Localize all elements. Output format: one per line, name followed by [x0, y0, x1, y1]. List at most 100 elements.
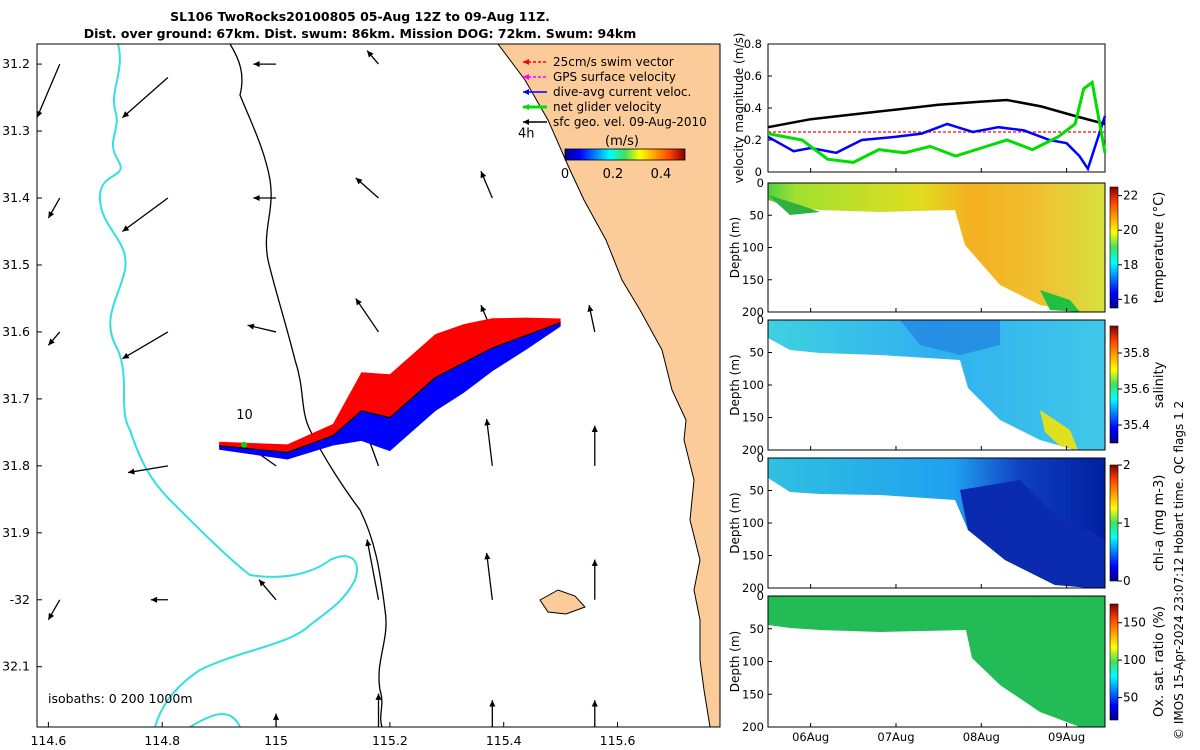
map-axes-frame: [36, 43, 721, 728]
depth-tick-label: 200: [742, 720, 764, 734]
depth-tick-label: 50: [749, 346, 764, 360]
depth-tick-label: 50: [749, 208, 764, 222]
chla-section: [768, 458, 1105, 588]
depth-tick-label: 100: [742, 241, 764, 255]
current-arrow: [355, 298, 380, 333]
current-arrow: [253, 194, 277, 202]
colorbar-tick-label: 2: [1123, 458, 1131, 472]
colorbar-tick-label: 50: [1123, 691, 1138, 705]
colorbar-label: temperature (°C): [1152, 192, 1167, 304]
colorbar-tick-label: 35.6: [1123, 382, 1150, 396]
legend-entry: 25cm/s swim vector: [523, 55, 674, 69]
map-y-tick-label: 31.8: [2, 458, 30, 473]
colorbar-tick-label: 150: [1123, 616, 1146, 630]
current-arrow: [122, 331, 169, 360]
current-arrow: [121, 76, 169, 119]
glider-start-marker: [241, 441, 248, 448]
depth-tick-label: 150: [742, 687, 764, 701]
velocity-y-tick-label: 0.6: [744, 69, 762, 83]
map-x-tick-label: 115.4: [486, 733, 522, 748]
isobath-0m-line: [98, 44, 358, 727]
velocity-y-tick-label: 0.2: [744, 133, 762, 147]
depth-tick-label: 0: [757, 176, 764, 190]
current-arrow: [247, 323, 277, 333]
legend-label: GPS surface velocity: [553, 70, 676, 84]
map-x-tick-label: 114.8: [144, 733, 180, 748]
depth-tick-label: 150: [742, 549, 764, 563]
velocity-series-line: [767, 115, 1107, 172]
map-x-tick-label: 114.6: [30, 733, 66, 748]
legend-entry: GPS surface velocity: [523, 70, 676, 84]
velocity-series-line: [767, 98, 1106, 129]
legend-entry: dive-avg current veloc.: [523, 85, 691, 99]
swim-vector-band: [219, 317, 561, 453]
legend-label: sfc geo. vel. 09-Aug-2010: [553, 115, 707, 129]
map-y-tick-label: -32: [10, 592, 30, 607]
map-annotation: 4h: [518, 127, 535, 142]
current-arrow: [253, 61, 277, 68]
colorbar-tick-label: 20: [1123, 223, 1138, 237]
current-arrow: [587, 305, 596, 333]
map-x-tick-label: 115: [264, 733, 288, 748]
colorbar-tick-label: 35.4: [1123, 418, 1150, 432]
map-title-line2: Dist. over ground: 67km. Dist. swum: 86k…: [83, 26, 637, 41]
chla-colorbar: [1109, 464, 1119, 582]
time-tick-label: 08Aug: [963, 730, 1000, 744]
current-arrow: [47, 331, 61, 346]
map-y-tick-label: 31.4: [2, 190, 30, 205]
map-y-tick-label: 31.9: [2, 525, 30, 540]
depth-tick-label: 0: [757, 589, 764, 603]
map-y-tick-label: 32.1: [2, 659, 30, 674]
current-arrow: [150, 596, 168, 603]
glider-track-line: [219, 321, 561, 454]
legend-entry: net glider velocity: [523, 100, 661, 114]
map-y-tick-label: 31.3: [2, 123, 30, 138]
current-arrow: [127, 465, 169, 475]
oxygen-colorbar: [1109, 603, 1119, 721]
current-arrow: [484, 552, 493, 600]
time-tick-label: 07Aug: [877, 730, 914, 744]
map-y-tick-label: 31.7: [2, 391, 30, 406]
depth-tick-label: 150: [742, 273, 764, 287]
coastline-landmass: [497, 44, 720, 727]
depth-axis-label: Depth (m): [728, 217, 742, 278]
map-colorbar: [564, 148, 686, 161]
time-tick-label: 06Aug: [792, 730, 829, 744]
time-tick-label: 09Aug: [1048, 730, 1085, 744]
oxygen-section: [768, 596, 1105, 727]
colorbar-tick-label: 35.8: [1123, 346, 1150, 360]
current-arrow: [480, 170, 493, 199]
depth-tick-label: 100: [742, 378, 764, 392]
current-arrow: [258, 579, 277, 601]
depth-tick-label: 50: [749, 622, 764, 636]
colorbar-label: chl-a (mg m-3): [1152, 475, 1167, 572]
isobath-0m-line-south: [189, 713, 241, 727]
salinity-section: [768, 320, 1105, 450]
current-arrow: [365, 539, 380, 600]
current-arrow: [591, 559, 598, 600]
velocity-y-axis-label: velocity magnitude (m/s): [732, 33, 746, 184]
current-arrow: [355, 177, 379, 199]
temperature-section: [768, 183, 1105, 312]
velocity-y-tick-label: 0.8: [744, 37, 762, 51]
current-arrow: [37, 63, 61, 118]
depth-tick-label: 150: [742, 411, 764, 425]
map-colorbar-tick-label: 0.2: [603, 167, 624, 182]
map-x-tick-label: 115.2: [372, 733, 408, 748]
map-colorbar-tick-label: 0: [561, 167, 569, 182]
isobath-200m-line: [229, 44, 387, 727]
colorbar-label: Ox. sat. ratio (%): [1152, 606, 1167, 717]
depth-tick-label: 200: [742, 305, 764, 319]
map-y-tick-label: 31.2: [2, 56, 30, 71]
colorbar-tick-label: 16: [1123, 292, 1138, 306]
isobath-label: isobaths: 0 200 1000m: [48, 691, 193, 706]
depth-tick-label: 200: [742, 581, 764, 595]
velocity-y-tick-label: 0: [755, 165, 762, 179]
depth-tick-label: 0: [757, 451, 764, 465]
velocity-series-line: [767, 79, 1107, 164]
temperature-colorbar: [1109, 186, 1119, 309]
depth-axis-label: Depth (m): [728, 354, 742, 415]
current-arrow: [591, 425, 598, 466]
